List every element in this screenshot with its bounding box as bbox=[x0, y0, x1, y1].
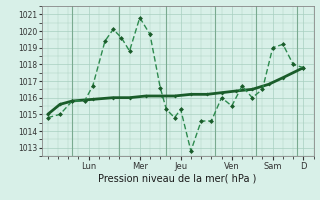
X-axis label: Pression niveau de la mer( hPa ): Pression niveau de la mer( hPa ) bbox=[99, 173, 257, 183]
